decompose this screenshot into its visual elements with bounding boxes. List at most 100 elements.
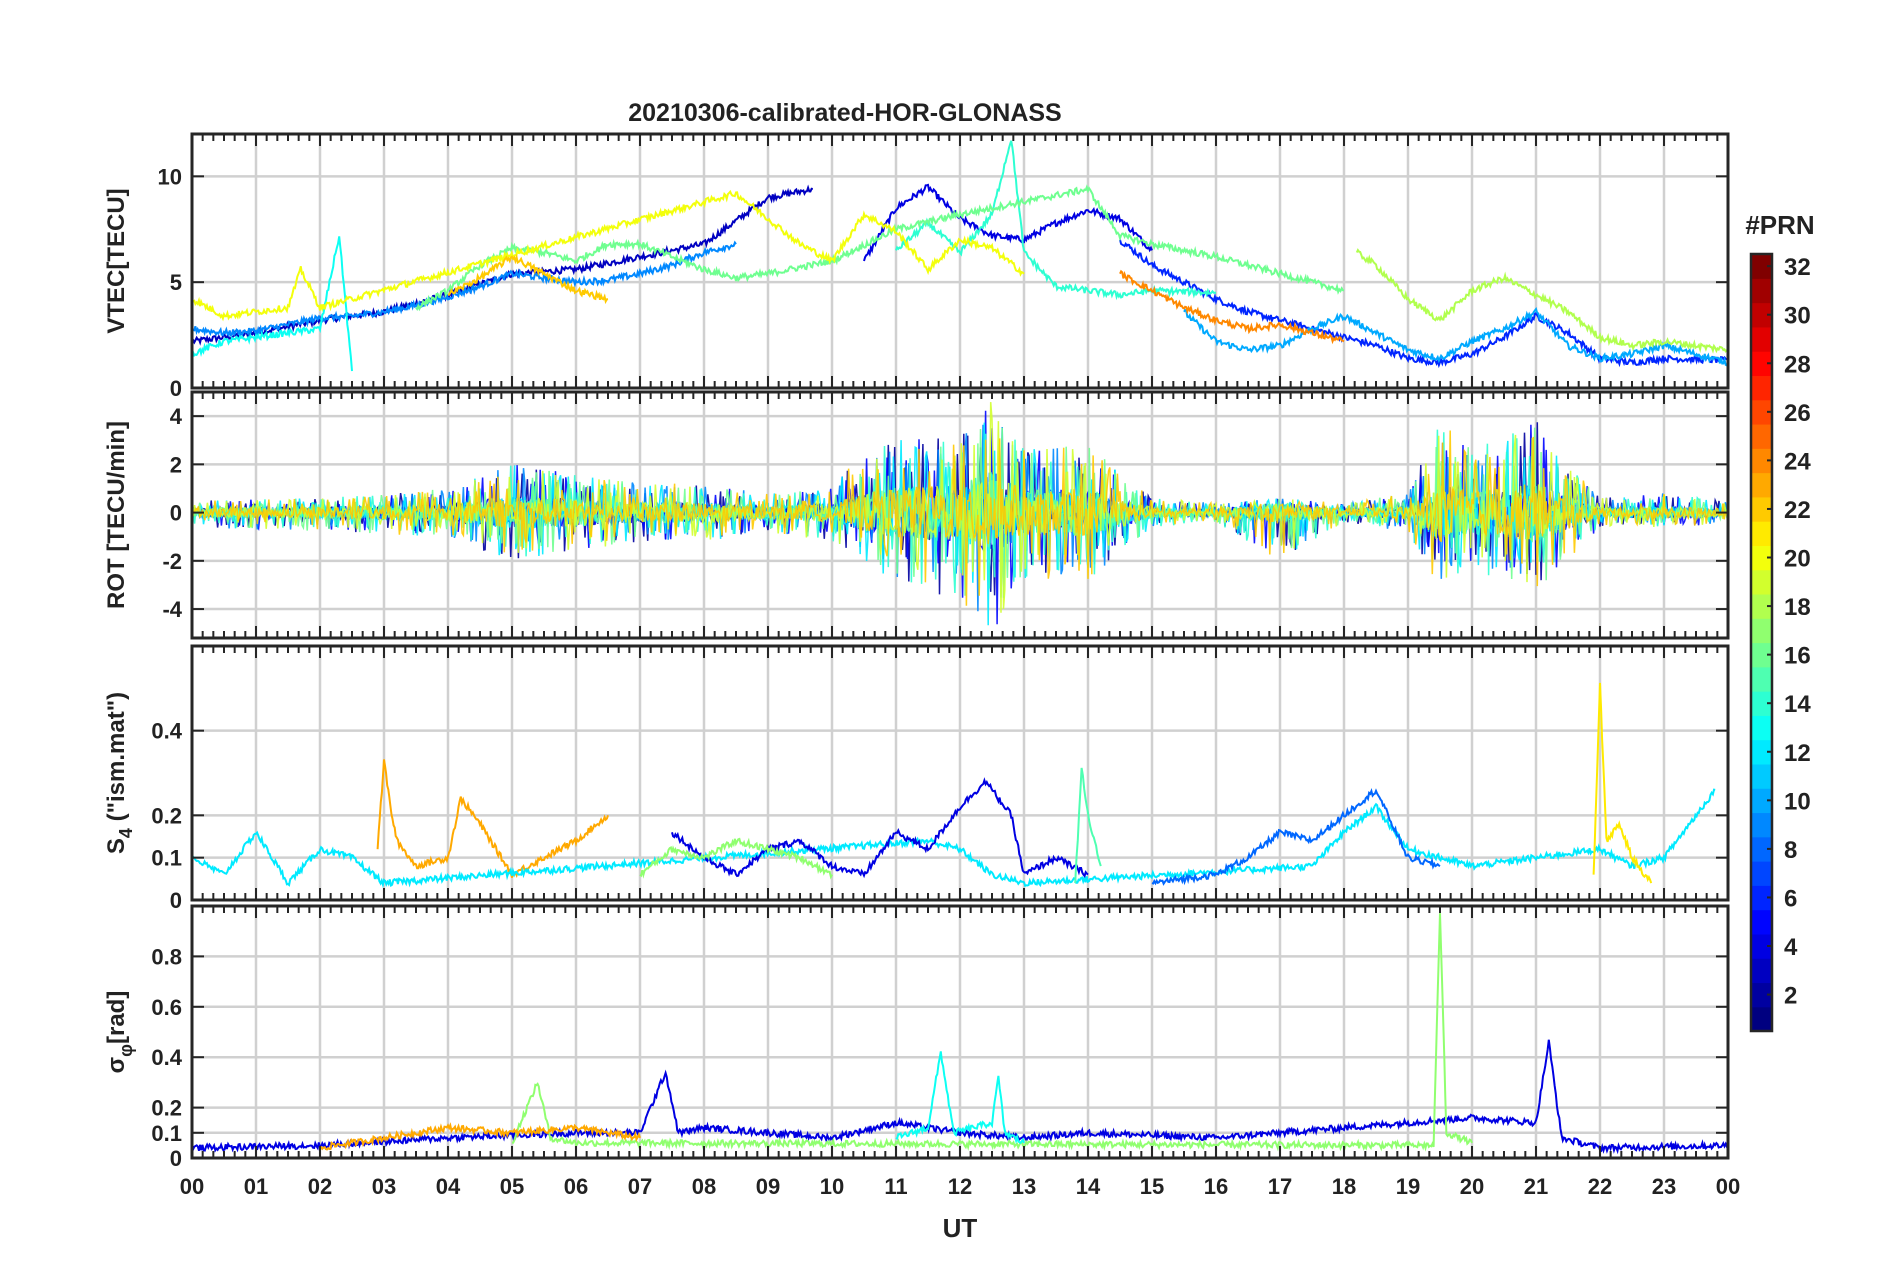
panel-1: 0 5 10 VTEC[TECU] xyxy=(103,132,1730,401)
colorbar-tick-label: 22 xyxy=(1784,497,1811,524)
x-tick-label: 15 xyxy=(1140,1174,1164,1199)
figure-title: 20210306-calibrated-HOR-GLONASS xyxy=(628,99,1061,127)
traces xyxy=(192,913,1728,1155)
x-ticks xyxy=(191,646,1729,900)
y-tick-label: 0.1 xyxy=(151,1121,182,1146)
colorbar-label: #PRN xyxy=(1745,210,1814,240)
colorbar-segment xyxy=(1751,254,1772,279)
colorbar-segment xyxy=(1751,569,1772,595)
panel-2: -4 -2 0 2 4 ROT [TECU/min] xyxy=(103,390,1730,640)
series-line-prn-22 xyxy=(192,430,1728,606)
x-tick-label: 00 xyxy=(180,1174,204,1199)
x-tick-label: 10 xyxy=(820,1174,844,1199)
x-tick-label: 02 xyxy=(308,1174,332,1199)
colorbar-segment xyxy=(1751,302,1772,328)
x-ticks xyxy=(191,392,1729,638)
series-line-prn-17 xyxy=(639,837,833,880)
colorbar-tick-label: 12 xyxy=(1784,740,1811,767)
colorbar-segment xyxy=(1751,763,1772,789)
colorbar-segment xyxy=(1751,739,1772,765)
colorbar-tick-label: 28 xyxy=(1784,351,1811,378)
colorbar-segment xyxy=(1751,861,1772,886)
x-tick-label: 16 xyxy=(1204,1174,1228,1199)
series-line-prn-13 xyxy=(895,1051,1025,1145)
x-tick-label: 23 xyxy=(1652,1174,1676,1199)
x-tick-label: 18 xyxy=(1332,1174,1356,1199)
series-line-prn-21 xyxy=(1592,682,1653,884)
x-tick-label: 06 xyxy=(564,1174,588,1199)
colorbar-segment xyxy=(1751,1006,1772,1032)
x-tick-label: 07 xyxy=(628,1174,652,1199)
x-tick-label: 11 xyxy=(884,1174,907,1199)
series-line-prn-14 xyxy=(192,429,1728,598)
series-line-prn-6 xyxy=(1119,239,1728,369)
series-line-prn-4 xyxy=(671,777,1089,879)
series-line-prn-15 xyxy=(1074,767,1102,884)
series-line-prn-23 xyxy=(376,759,609,879)
x-ticks xyxy=(191,134,1729,388)
y-tick-label: 0 xyxy=(170,376,182,401)
colorbar-segment xyxy=(1751,933,1772,959)
series-line-prn-12 xyxy=(192,788,1716,889)
colorbar-segment xyxy=(1751,351,1772,377)
colorbar-segment xyxy=(1751,593,1772,619)
y-axis-label: S4 ("ism.mat") xyxy=(103,692,136,854)
x-tick-label: 21 xyxy=(1524,1174,1548,1199)
x-tick-label: 01 xyxy=(244,1174,268,1199)
colorbar-tick-label: 18 xyxy=(1784,594,1811,621)
x-tick-label: 13 xyxy=(1012,1174,1036,1199)
x-tick-label: 17 xyxy=(1268,1174,1292,1199)
series-line-prn-8 xyxy=(1151,787,1441,886)
colorbar-segment xyxy=(1751,642,1772,668)
y-tick-label: 0.8 xyxy=(151,944,182,969)
panel-3: 0 0.1 0.2 0.4 S4 ("ism.mat") xyxy=(103,644,1730,913)
x-tick-label: 14 xyxy=(1076,1174,1101,1199)
colorbar-tick-label: 32 xyxy=(1784,254,1811,281)
y-axis-label: ROT [TECU/min] xyxy=(103,421,130,609)
series-line-prn-22 xyxy=(447,253,609,305)
x-tick-label: 19 xyxy=(1396,1174,1420,1199)
y-axis-label: σφ[rad] xyxy=(103,991,136,1074)
colorbar-segment xyxy=(1751,885,1772,911)
y-tick-label: 5 xyxy=(170,270,182,295)
y-tick-label: 0.4 xyxy=(151,719,182,744)
colorbar-segment xyxy=(1751,691,1772,716)
colorbar-tick-label: 20 xyxy=(1784,546,1811,573)
y-tick-label: 0 xyxy=(170,1146,182,1171)
colorbar-segment xyxy=(1751,812,1772,838)
colorbar-segment xyxy=(1751,472,1772,498)
y-tick-label: 0 xyxy=(170,501,182,526)
y-tick-label: 4 xyxy=(170,404,183,429)
series-line-prn-24 xyxy=(1119,269,1345,345)
colorbar-segment xyxy=(1751,448,1772,474)
series-line-prn-17 xyxy=(511,913,1473,1152)
series-line-prn-20 xyxy=(192,189,1025,322)
colorbar-tick-label: 14 xyxy=(1784,691,1811,718)
colorbar-segment xyxy=(1751,521,1772,546)
y-tick-label: 0.6 xyxy=(151,995,182,1020)
colorbar-frame xyxy=(1749,252,1774,1033)
colorbar-tick-label: 6 xyxy=(1784,885,1797,912)
colorbar-tick-label: 8 xyxy=(1784,837,1797,864)
colorbar-segment xyxy=(1751,423,1772,449)
colorbar-segment xyxy=(1751,375,1772,401)
colorbar-segment xyxy=(1751,982,1772,1008)
x-axis-label: UT xyxy=(943,1213,978,1243)
colorbar-segment xyxy=(1751,958,1772,984)
series-line-prn-3 xyxy=(192,184,813,346)
colorbar-segment xyxy=(1751,545,1772,571)
series-line-prn-23 xyxy=(319,1122,641,1151)
colorbar-tick-label: 30 xyxy=(1784,303,1811,330)
colorbar-segment xyxy=(1751,278,1772,304)
x-tick-label: 08 xyxy=(692,1174,716,1199)
series-line-prn-9 xyxy=(192,240,737,338)
y-tick-label: 2 xyxy=(170,452,182,477)
x-tick-label: 04 xyxy=(436,1174,461,1199)
series-line-prn-10 xyxy=(1183,307,1728,367)
colorbar-segment xyxy=(1751,399,1772,425)
colorbar-tick-label: 26 xyxy=(1784,400,1811,427)
colorbar-tick-label: 2 xyxy=(1784,983,1797,1010)
